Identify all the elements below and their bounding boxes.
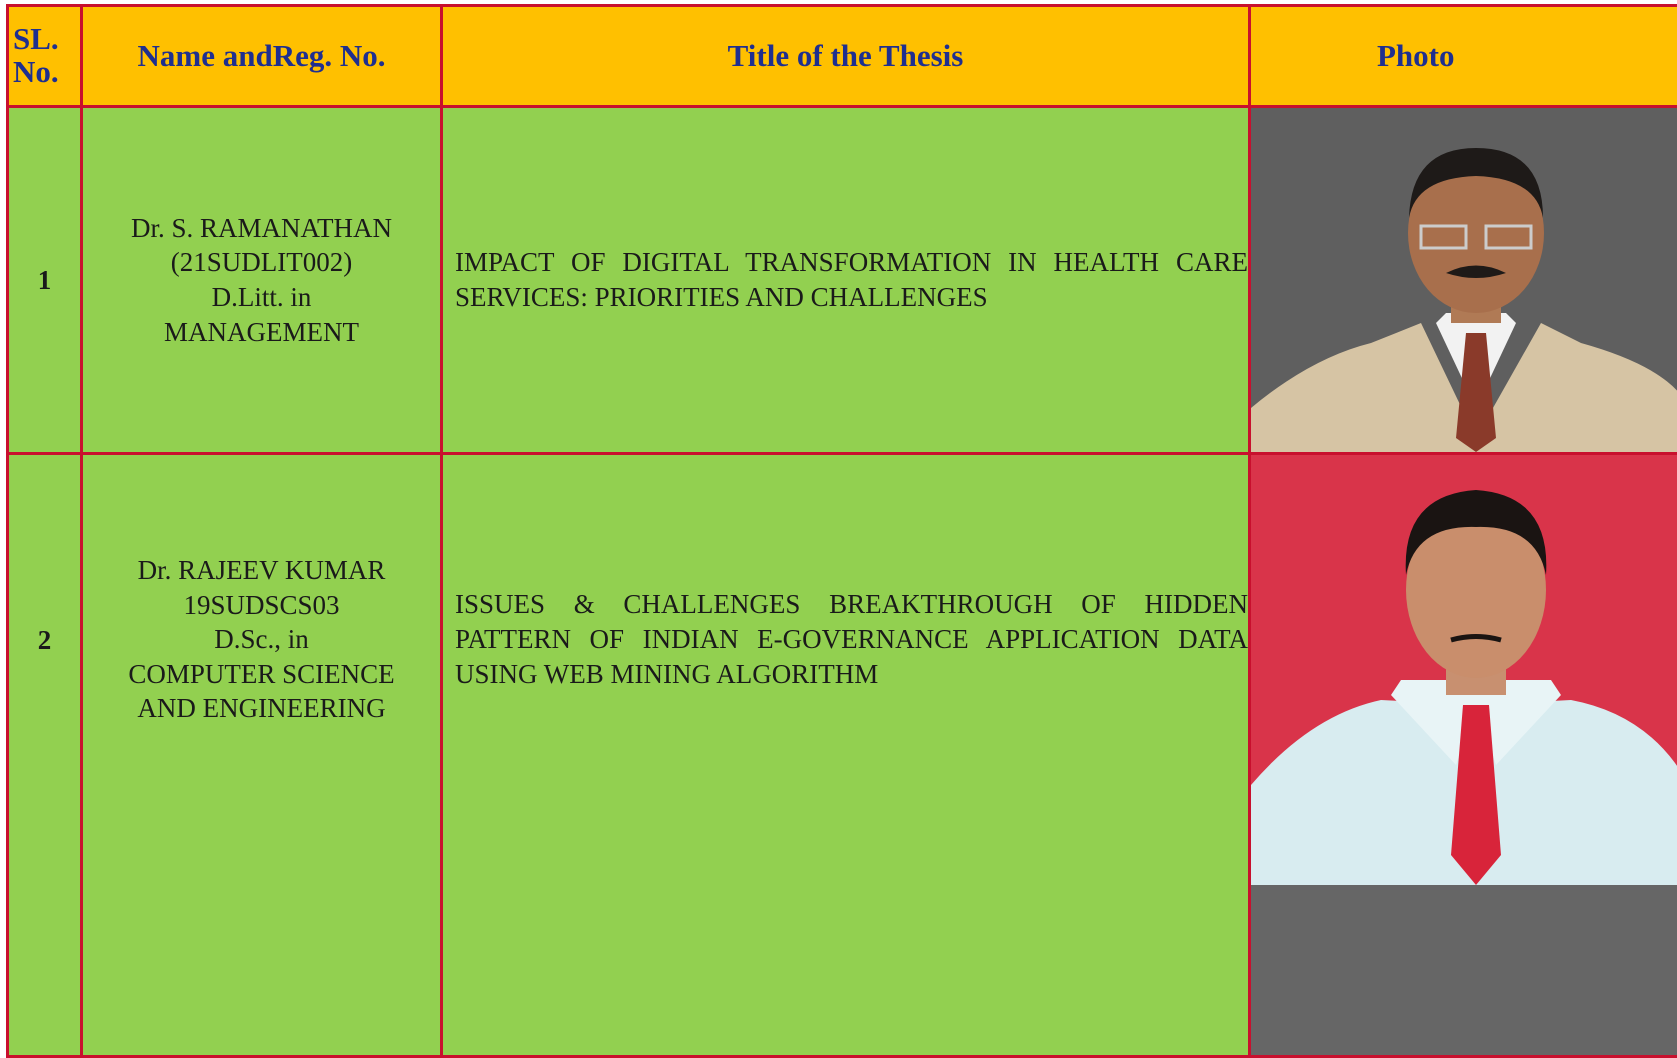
- thesis-table: SL. No. Name andReg. No. Title of the Th…: [6, 4, 1677, 1058]
- name-line: AND ENGINEERING: [83, 691, 440, 726]
- name-line: COMPUTER SCIENCE: [83, 657, 440, 692]
- photo: [1251, 455, 1677, 885]
- row: 1 Dr. S. RAMANATHAN(21SUDLIT002)D.Litt. …: [8, 107, 1677, 454]
- header-row: SL. No. Name andReg. No. Title of the Th…: [8, 6, 1677, 107]
- photo-cell: [1250, 454, 1677, 1057]
- page: SL. No. Name andReg. No. Title of the Th…: [0, 0, 1677, 884]
- header-cell: Title of the Thesis: [442, 6, 1250, 107]
- name-line: D.Litt. in: [83, 280, 440, 315]
- header-cell: SL. No.: [8, 6, 82, 107]
- name-line: MANAGEMENT: [83, 315, 440, 350]
- name-line: (21SUDLIT002): [83, 245, 440, 280]
- header-cell: Photo: [1250, 6, 1677, 107]
- serial-cell: 1: [8, 107, 82, 454]
- name-line: 19SUDSCS03: [83, 588, 440, 623]
- title-cell: IMPACT OF DIGITAL TRANSFORMATION IN HEAL…: [442, 107, 1250, 454]
- name-line: Dr. RAJEEV KUMAR: [83, 553, 440, 588]
- header-cell: Name andReg. No.: [82, 6, 442, 107]
- photo-cell: [1250, 107, 1677, 454]
- name-line: D.Sc., in: [83, 622, 440, 657]
- name-line: Dr. S. RAMANATHAN: [83, 211, 440, 246]
- title-cell: ISSUES & CHALLENGES BREAKTHROUGH OF HIDD…: [442, 454, 1250, 1057]
- name-cell: Dr. S. RAMANATHAN(21SUDLIT002)D.Litt. in…: [82, 107, 442, 454]
- serial-cell: 2: [8, 454, 82, 1057]
- photo: [1251, 108, 1677, 452]
